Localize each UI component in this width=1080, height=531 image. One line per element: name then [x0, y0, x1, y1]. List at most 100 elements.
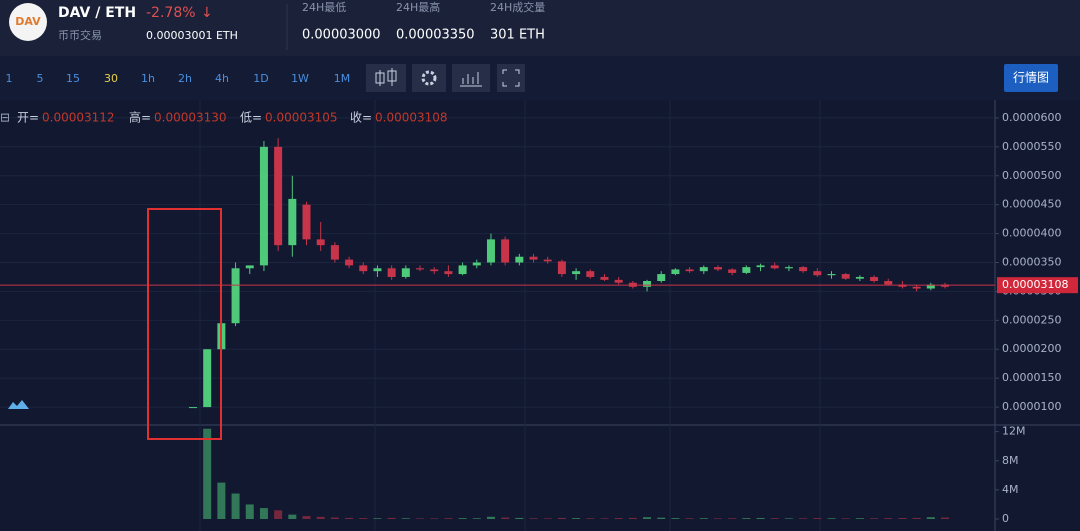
interval[interactable]: 2h: [178, 72, 192, 85]
last-price-tag: [997, 277, 1078, 294]
volume-bar: [217, 482, 226, 519]
candle-body: [245, 265, 254, 269]
volume-bar: [884, 518, 893, 519]
volume-bar: [713, 518, 722, 519]
candle-body: [841, 274, 850, 279]
indicator-button[interactable]: [452, 64, 490, 92]
volume-bar: [813, 518, 822, 519]
last-price-label: 0.00003108: [1002, 278, 1068, 291]
candle-body: [330, 245, 339, 260]
stats: 24H最低 0.00003000 24H最高 0.00003350 24H成交量 301 …: [302, 0, 545, 43]
candle-body: [926, 284, 935, 289]
fullscreen-icon: [502, 69, 520, 87]
settings-icon: [421, 70, 437, 86]
highlight-box: [147, 208, 222, 440]
intervals: 1 5 15 30 1h 2h 4h 1D 1W 1M: [6, 72, 351, 85]
ohlc-label: 收=: [350, 111, 372, 125]
candle-body: [728, 269, 737, 273]
volume-bar: [557, 517, 566, 519]
ohlc-label: 高=: [129, 110, 151, 125]
header-bar: [0, 0, 1080, 56]
volume-bar: [685, 518, 694, 519]
candle-body: [827, 274, 836, 276]
volume-bar: [472, 518, 481, 519]
candle-body: [770, 265, 779, 269]
volume-bar: [855, 518, 864, 519]
stat-label: 24H成交量: [490, 0, 545, 14]
subtitle: 币币交易: [58, 28, 102, 42]
toolbar: [0, 56, 1080, 100]
volume-bar: [543, 518, 552, 519]
volume-bar: [941, 517, 949, 519]
candle-body: [231, 268, 240, 324]
interval[interactable]: 15: [66, 72, 80, 85]
candle-body: [203, 349, 212, 408]
candle-body: [586, 271, 595, 277]
ohlc-value: 0.00003108: [375, 111, 448, 125]
candle-body: [912, 286, 921, 289]
y2-tick-label: 4M: [1002, 483, 1019, 496]
y2-tick-label: 0: [1002, 512, 1009, 525]
legend-icon: ⊟: [0, 111, 10, 125]
candle-body: [543, 259, 552, 262]
plot: 0.0000100 0.0000150 0.0000200 0.0000250 0.00…: [0, 100, 1078, 531]
candle-body: [288, 198, 297, 246]
ohlc-value: 0.00003105: [265, 111, 338, 125]
y-tick-label: 0.0000500: [1002, 169, 1062, 182]
volume-bar: [586, 518, 595, 519]
volume-bar: [430, 518, 439, 519]
candle-body: [685, 269, 694, 272]
candle-body: [870, 276, 879, 282]
volume-bar: [288, 514, 297, 519]
candle-body: [884, 281, 893, 285]
volume-bar: [203, 428, 212, 519]
volume-bar: [345, 517, 354, 519]
chart-button[interactable]: [1004, 64, 1058, 92]
interval[interactable]: 1h: [141, 72, 155, 85]
candle-body: [345, 259, 354, 266]
candle-body: [756, 265, 765, 268]
pair: DAV / ETH: [58, 5, 136, 21]
interval[interactable]: 30: [104, 72, 118, 85]
candle-body: [486, 239, 495, 263]
interval[interactable]: 1M: [334, 72, 351, 85]
settings-button[interactable]: [412, 64, 446, 92]
volume-bar: [302, 516, 311, 519]
ohlc-label: 低=: [240, 111, 262, 125]
y-tick-label: 0.0000200: [1002, 342, 1062, 355]
candle-icon: [375, 68, 397, 86]
candle-icon-button[interactable]: [366, 64, 406, 92]
volume-bar: [501, 517, 510, 519]
volume-bar: [401, 518, 410, 519]
y-tick-label: 0.0000600: [1002, 111, 1062, 124]
candle-body: [259, 146, 268, 266]
candle-body: [742, 267, 751, 273]
candle-body: [430, 269, 439, 272]
interval[interactable]: 1W: [291, 72, 309, 85]
logo: [9, 3, 47, 41]
change: -2.78%: [146, 5, 196, 21]
y-tick-label: 0.0000150: [1002, 371, 1062, 384]
volume-bar: [486, 516, 495, 519]
fullscreen-button[interactable]: [497, 64, 525, 92]
volume-bar: [572, 518, 581, 519]
interval[interactable]: 1D: [253, 72, 268, 85]
volume-bar: [416, 518, 425, 519]
y-tick-label: 0.0000350: [1002, 256, 1062, 269]
candle-body: [359, 265, 368, 272]
candle-body: [557, 261, 566, 275]
volume-bar: [245, 504, 254, 519]
y-tick-label: 0.0000100: [1002, 400, 1062, 413]
ohlc-value: 0.00003112: [42, 111, 115, 125]
interval[interactable]: 4h: [215, 72, 229, 85]
y2-tick-label: 12M: [1002, 425, 1026, 438]
interval[interactable]: 1: [6, 72, 13, 85]
interval[interactable]: 5: [37, 72, 44, 85]
y-tick-label: 0.0000400: [1002, 227, 1062, 240]
volume-bar: [827, 518, 836, 519]
candle-body: [713, 267, 722, 270]
candle-body: [501, 239, 510, 263]
volume-bar: [259, 508, 268, 519]
candle-body: [274, 146, 283, 246]
